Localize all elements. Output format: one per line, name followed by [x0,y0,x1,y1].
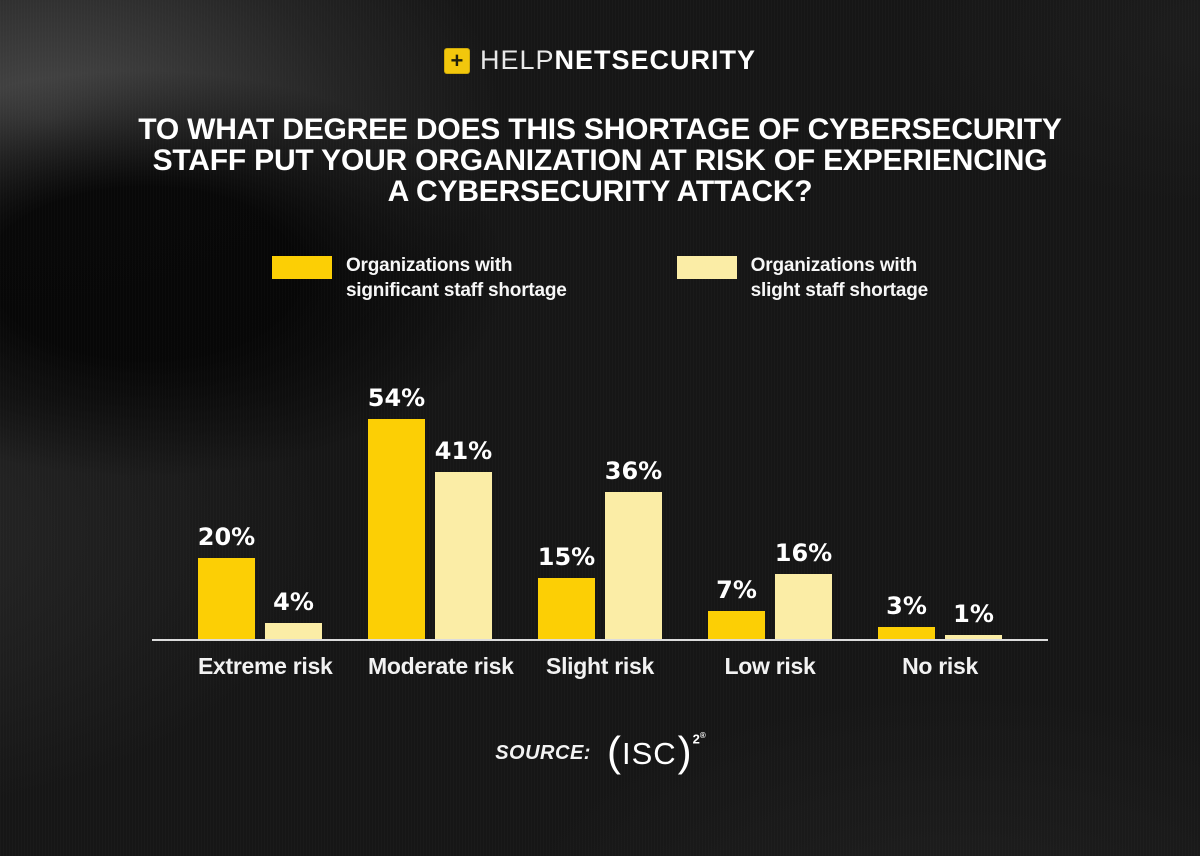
isc2-text: ISC [621,736,677,771]
bar-value-label-significant-extreme-risk: 20% [197,523,256,551]
isc2-logo: ( ISC ) 2® [606,728,706,775]
bar-slight-no-risk [945,635,1002,639]
bar-value-label-slight-low-risk: 16% [774,539,833,567]
barwrap-significant-moderate-risk: 54% [368,384,425,639]
x-axis-line [152,639,1048,641]
category-label-moderate-risk: Moderate risk [368,653,514,679]
bar-value-label-significant-low-risk: 7% [716,576,757,604]
legend-item-slight: Organizations with slight staff shortage [676,253,929,303]
bar-group-moderate-risk: 54% 41% [368,384,492,639]
bar-slight-moderate-risk [435,472,492,639]
barwrap-slight-low-risk: 16% [775,539,832,639]
bar-group-no-risk: 3% 1% [878,592,1002,639]
bar-group-slight-risk: 15% 36% [538,457,662,639]
logo-security: SECURITY [611,45,757,75]
source-footer: SOURCE: ( ISC ) 2® [0,728,1200,775]
bar-significant-low-risk [708,611,765,639]
bar-group-extreme-risk: 20% 4% [198,523,322,639]
category-label-slight-risk: Slight risk [546,653,654,679]
bar-value-label-slight-no-risk: 1% [953,600,994,628]
barwrap-slight-extreme-risk: 4% [265,588,322,639]
isc2-paren-close: ) [677,728,692,775]
legend-label-line: significant staff shortage [345,280,567,301]
helpnetsecurity-logo: + HELPNETSECURITY [0,0,1200,74]
legend-label-slight: Organizations with slight staff shortage [750,253,929,303]
legend-item-significant: Organizations with significant staff sho… [271,253,567,303]
bar-slight-extreme-risk [265,623,322,639]
barwrap-significant-no-risk: 3% [878,592,935,639]
bar-value-label-slight-slight-risk: 36% [604,457,663,485]
logo-wordmark: HELPNETSECURITY [480,47,756,74]
barwrap-significant-low-risk: 7% [708,576,765,639]
bar-chart: 20% 4% 54% 41% 15% 36% 7% 16% 3% 1% Extreme risk M… [152,369,1048,680]
plot-area: 20% 4% 54% 41% 15% 36% 7% 16% 3% 1% [152,369,1048,639]
legend-label-significant: Organizations with significant staff sho… [346,253,567,303]
category-label-low-risk: Low risk [724,653,816,679]
isc2-sup-2: 2 [692,731,700,747]
bar-slight-slight-risk [605,492,662,639]
bar-value-label-slight-moderate-risk: 41% [434,437,493,465]
legend-label-line: Organizations with [750,255,918,276]
title-line-2: STAFF PUT YOUR ORGANIZATION AT RISK OF E… [152,144,1048,177]
bar-significant-no-risk [878,627,935,639]
legend-swatch-significant [271,256,332,279]
bar-slight-low-risk [775,574,832,639]
bar-value-label-significant-moderate-risk: 54% [367,384,426,412]
isc2-paren-open: ( [606,728,621,775]
registered-mark: ® [699,731,706,740]
source-label: SOURCE: [495,742,591,765]
chart-title: TO WHAT DEGREE DOES THIS SHORTAGE OF CYB… [0,114,1200,207]
bar-significant-slight-risk [538,578,595,639]
plus-glyph: + [450,47,464,73]
bar-value-label-slight-extreme-risk: 4% [273,588,314,616]
logo-help: HELP [479,45,555,75]
bar-value-label-significant-slight-risk: 15% [537,543,596,571]
plus-icon: + [443,47,470,74]
legend-label-line: slight staff shortage [750,280,929,301]
x-axis-labels: Extreme risk Moderate risk Slight risk Low … [152,653,1048,680]
category-label-no-risk: No risk [902,653,978,679]
title-line-3: A CYBERSECURITY ATTACK? [387,175,813,208]
category-label-extreme-risk: Extreme risk [198,653,333,679]
legend: Organizations with significant staff sho… [0,253,1200,303]
logo-net: NET [554,45,612,75]
barwrap-slight-slight-risk: 36% [605,457,662,639]
isc2-superscript: 2® [692,731,706,747]
bar-group-low-risk: 7% 16% [708,539,832,639]
bar-significant-moderate-risk [368,419,425,639]
title-line-1: TO WHAT DEGREE DOES THIS SHORTAGE OF CYB… [138,113,1062,146]
bar-value-label-significant-no-risk: 3% [886,592,927,620]
legend-swatch-slight [676,256,737,279]
barwrap-slight-no-risk: 1% [945,600,1002,639]
barwrap-significant-slight-risk: 15% [538,543,595,639]
bar-significant-extreme-risk [198,558,255,639]
legend-label-line: Organizations with [345,255,513,276]
barwrap-significant-extreme-risk: 20% [198,523,255,639]
barwrap-slight-moderate-risk: 41% [435,437,492,639]
